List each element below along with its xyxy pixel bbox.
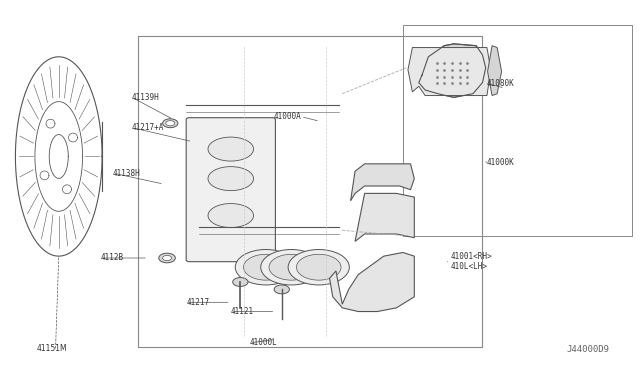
Text: 41000A: 41000A: [273, 112, 301, 121]
Circle shape: [163, 256, 172, 260]
Polygon shape: [330, 253, 414, 311]
Text: 41001<RH>
410L<LH>: 41001<RH> 410L<LH>: [451, 252, 492, 272]
Circle shape: [163, 119, 178, 128]
Circle shape: [166, 121, 175, 126]
Text: 41138H: 41138H: [113, 169, 141, 177]
Text: 4112B: 4112B: [100, 253, 124, 263]
Polygon shape: [351, 164, 414, 201]
Circle shape: [233, 278, 248, 286]
Bar: [403, 25, 632, 236]
Polygon shape: [488, 46, 502, 96]
Circle shape: [269, 254, 314, 280]
Circle shape: [288, 250, 349, 285]
Circle shape: [260, 250, 322, 285]
Text: J44000D9: J44000D9: [567, 345, 610, 354]
Text: 41151M: 41151M: [36, 344, 67, 353]
Circle shape: [244, 254, 288, 280]
Circle shape: [159, 253, 175, 263]
Text: 41121: 41121: [231, 307, 254, 316]
Ellipse shape: [208, 167, 253, 190]
Text: 41080K: 41080K: [487, 79, 515, 88]
Bar: [138, 36, 483, 347]
Circle shape: [274, 285, 289, 294]
Text: 41217: 41217: [186, 298, 209, 307]
FancyBboxPatch shape: [186, 118, 275, 262]
Circle shape: [236, 250, 296, 285]
Text: 41139H: 41139H: [132, 93, 160, 102]
Polygon shape: [427, 50, 478, 89]
Ellipse shape: [208, 137, 253, 161]
Polygon shape: [355, 193, 414, 241]
Text: 41000L: 41000L: [250, 339, 278, 347]
Circle shape: [296, 254, 341, 280]
Text: 41217+A: 41217+A: [132, 123, 164, 132]
Polygon shape: [419, 44, 486, 97]
Text: 41000K: 41000K: [487, 157, 515, 167]
Ellipse shape: [208, 203, 253, 228]
Polygon shape: [408, 48, 491, 96]
